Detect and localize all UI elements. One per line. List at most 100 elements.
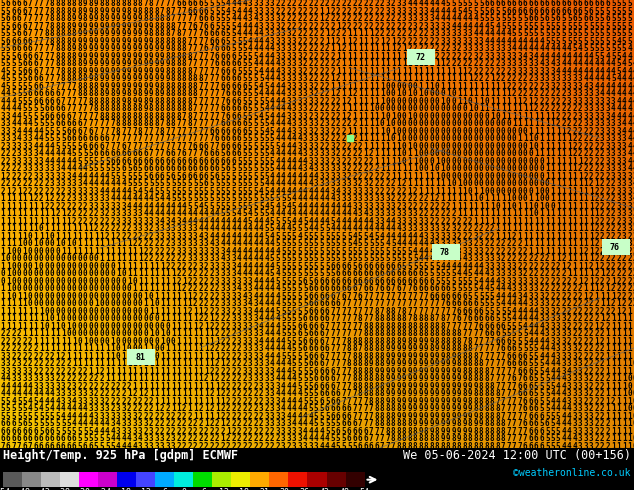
Text: 0: 0 [83,284,87,293]
Text: 9: 9 [408,389,412,398]
Text: 5: 5 [226,209,231,218]
Text: 2: 2 [336,59,340,68]
Text: 3: 3 [287,67,291,76]
Text: 8: 8 [110,89,115,98]
Text: 6: 6 [127,157,132,166]
Text: 3: 3 [336,179,340,188]
Text: 4: 4 [495,284,500,293]
Text: 6: 6 [215,127,219,136]
Text: 2: 2 [72,374,77,383]
Text: 3: 3 [248,344,252,353]
Text: 5: 5 [578,29,583,38]
Text: 1: 1 [528,209,533,218]
Text: 9: 9 [435,404,439,413]
Text: 2: 2 [595,142,599,151]
Text: 4: 4 [330,224,335,233]
Text: 8: 8 [116,97,120,106]
Text: 1: 1 [540,149,544,158]
Text: 7: 7 [209,82,214,91]
Text: 4: 4 [336,202,340,211]
Text: 2: 2 [138,239,143,248]
Text: 4: 4 [275,292,280,301]
Text: 2: 2 [155,254,159,263]
Text: 4: 4 [583,59,588,68]
Text: 4: 4 [100,179,104,188]
Text: 8: 8 [408,337,412,345]
Text: 7: 7 [451,314,456,323]
Text: 9: 9 [72,37,77,46]
Text: 5: 5 [303,389,307,398]
Text: 6: 6 [1,434,5,443]
Text: 2: 2 [330,7,335,16]
Text: 4: 4 [545,44,550,53]
Text: 8: 8 [369,321,373,331]
Text: 1: 1 [589,202,593,211]
Text: 0: 0 [122,307,126,316]
Text: 6: 6 [171,164,176,173]
Text: 2: 2 [198,441,203,451]
Text: 9: 9 [441,359,445,368]
Text: 9: 9 [418,337,423,345]
Text: 7: 7 [402,284,406,293]
Text: 2: 2 [363,14,368,23]
Text: 2: 2 [573,299,577,308]
Text: 3: 3 [451,232,456,241]
Text: 2: 2 [578,134,583,143]
Text: 5: 5 [287,329,291,338]
Text: 0: 0 [484,127,489,136]
Text: 4: 4 [429,254,434,263]
Text: 0: 0 [116,344,120,353]
Text: 2: 2 [254,412,258,420]
Text: 1: 1 [55,352,60,361]
Text: 0: 0 [105,314,110,323]
Text: 2: 2 [171,246,176,256]
Text: 5: 5 [248,82,252,91]
Text: 4: 4 [83,404,87,413]
Text: 5: 5 [254,97,258,106]
Text: 8: 8 [61,22,65,31]
Text: 4: 4 [451,14,456,23]
Text: 1: 1 [556,164,560,173]
Text: 1: 1 [616,419,621,428]
Text: 2: 2 [116,224,120,233]
Text: 2: 2 [281,7,285,16]
Text: 9: 9 [380,367,385,376]
Text: 0: 0 [435,112,439,121]
Text: 2: 2 [611,209,616,218]
Text: 4: 4 [479,277,484,286]
Text: 7: 7 [369,292,373,301]
Text: 2: 2 [353,14,357,23]
Text: 5: 5 [314,419,318,428]
Text: 6: 6 [297,329,302,338]
Text: 3: 3 [336,157,340,166]
Text: 1: 1 [116,367,120,376]
Text: 0: 0 [11,292,16,301]
Text: 1: 1 [391,37,396,46]
Text: 8: 8 [468,374,472,383]
Text: 6: 6 [512,0,517,8]
Text: 5: 5 [1,44,5,53]
Text: 2: 2 [413,202,418,211]
Text: 2: 2 [44,187,49,196]
Text: 0: 0 [413,127,418,136]
Text: 8: 8 [165,22,170,31]
Text: 6: 6 [61,441,65,451]
Text: 0: 0 [457,172,462,181]
Text: 0: 0 [424,119,429,128]
Text: 2: 2 [72,202,77,211]
Text: 2: 2 [242,389,247,398]
Text: 5: 5 [611,0,616,8]
Text: 0: 0 [495,112,500,121]
Text: 3: 3 [512,52,517,61]
Text: 5: 5 [457,7,462,16]
Text: 1: 1 [391,127,396,136]
Text: 9: 9 [138,14,143,23]
Text: 5: 5 [231,194,236,203]
Text: 4: 4 [292,179,297,188]
Text: 2: 2 [198,299,203,308]
Text: 1: 1 [72,232,77,241]
Text: 1: 1 [188,374,192,383]
Text: 5: 5 [182,194,186,203]
Text: 0: 0 [160,344,165,353]
Text: 4: 4 [633,134,634,143]
